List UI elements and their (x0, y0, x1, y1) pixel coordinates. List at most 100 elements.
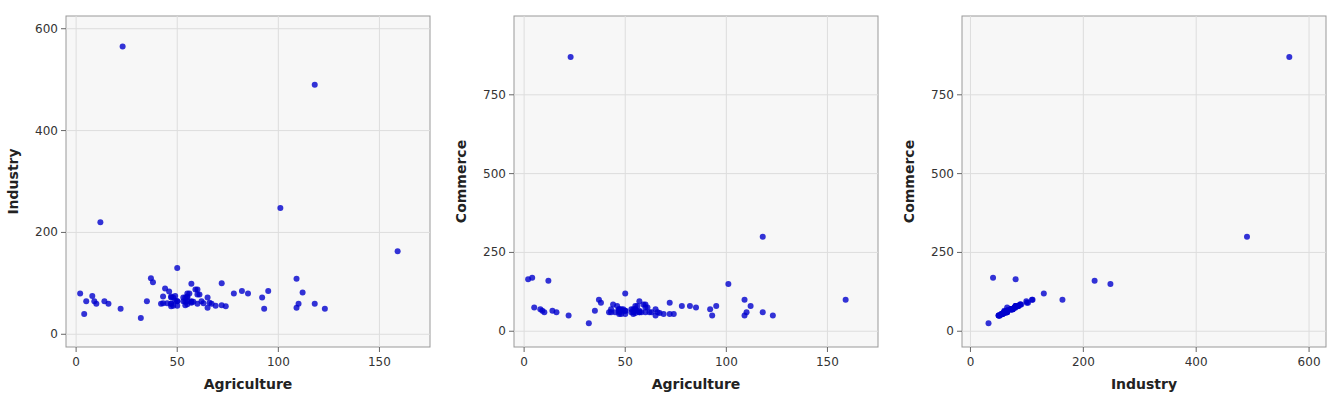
point (1001, 309, 1007, 315)
tick-label: 200 (1072, 355, 1095, 369)
point (174, 265, 180, 271)
tick-label: 100 (715, 355, 738, 369)
tick-mark (278, 347, 279, 352)
point (1244, 234, 1250, 240)
point (118, 306, 124, 312)
tick-label: 750 (931, 88, 954, 102)
point (174, 298, 180, 304)
point (541, 309, 547, 315)
point (1008, 306, 1014, 312)
grid-line (514, 331, 878, 332)
tick-mark (957, 173, 962, 174)
tick-label: 400 (35, 124, 58, 138)
tick-label: 150 (368, 355, 391, 369)
point (138, 315, 144, 321)
point (1008, 306, 1014, 312)
tick-mark (970, 347, 971, 352)
point (760, 309, 766, 315)
point (622, 308, 628, 314)
point (1092, 278, 1098, 284)
grid-line (278, 16, 279, 347)
point (986, 320, 992, 326)
point (568, 54, 574, 60)
point (622, 308, 628, 314)
point (566, 312, 572, 318)
point (1002, 309, 1008, 315)
tick-label: 400 (1185, 355, 1208, 369)
tick-label: 250 (931, 245, 954, 259)
tick-label: 50 (170, 355, 185, 369)
tick-mark (1083, 347, 1084, 352)
point (1001, 309, 1007, 315)
point (196, 292, 202, 298)
point (1008, 306, 1014, 312)
point (174, 298, 180, 304)
point (553, 309, 559, 315)
point (742, 297, 748, 303)
grid-line (66, 232, 430, 233)
grid-line (514, 173, 878, 174)
tick-mark (524, 347, 525, 352)
tick-mark (61, 232, 66, 233)
point (261, 306, 267, 312)
point (312, 82, 318, 88)
point (1001, 309, 1007, 315)
grid-line (514, 252, 878, 253)
tick-label: 0 (967, 355, 975, 369)
grid-line (76, 16, 77, 347)
x-axis-label: Industry (1111, 376, 1177, 392)
point (1001, 309, 1007, 315)
tick-label: 50 (618, 355, 633, 369)
point (744, 309, 750, 315)
tick-mark (957, 252, 962, 253)
point (1001, 309, 1007, 315)
tick-label: 500 (483, 167, 506, 181)
grid-line (66, 28, 430, 29)
point (1107, 281, 1113, 287)
point (531, 305, 537, 311)
tick-label: 100 (267, 355, 290, 369)
grid-line (962, 252, 1326, 253)
grid-line (962, 331, 1326, 332)
tick-mark (509, 173, 514, 174)
point (105, 301, 111, 307)
x-axis-label: Agriculture (204, 376, 293, 392)
tick-mark (61, 130, 66, 131)
point (1008, 306, 1014, 312)
point (300, 290, 306, 296)
plot-frame (66, 16, 430, 347)
panel: 0501001500250500750AgricultureCommerce (453, 16, 878, 392)
point (709, 312, 715, 318)
point (322, 306, 328, 312)
y-axis-label: Commerce (901, 140, 917, 223)
grid-line (66, 334, 430, 335)
grid-line (962, 173, 1326, 174)
tick-label: 250 (483, 245, 506, 259)
plot-frame (962, 16, 1326, 347)
plot-frame (514, 16, 878, 347)
point (990, 275, 996, 281)
tick-mark (957, 331, 962, 332)
point (679, 303, 685, 309)
x-axis-label: Agriculture (652, 376, 741, 392)
tick-mark (726, 347, 727, 352)
tick-mark (957, 94, 962, 95)
point (245, 291, 251, 297)
point (760, 234, 766, 240)
point (265, 288, 271, 294)
grid-line (1196, 16, 1197, 347)
point (725, 281, 731, 287)
grid-line (1083, 16, 1084, 347)
tick-label: 750 (483, 88, 506, 102)
point (186, 291, 192, 297)
point (1014, 303, 1020, 309)
point (83, 298, 89, 304)
point (996, 312, 1002, 318)
point (661, 311, 667, 317)
point (1013, 276, 1019, 282)
grid-line (625, 16, 626, 347)
point (693, 305, 699, 311)
tick-label: 600 (35, 22, 58, 36)
tick-mark (61, 28, 66, 29)
point (713, 303, 719, 309)
